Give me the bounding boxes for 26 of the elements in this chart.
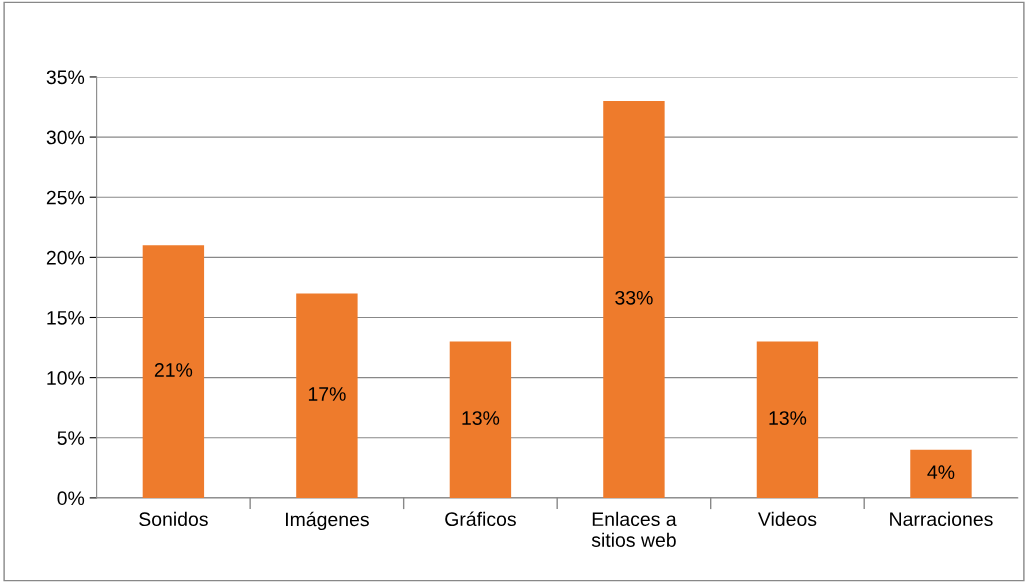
data-label: 33% (615, 290, 653, 305)
x-tick-label: Narraciones (890, 511, 993, 527)
y-tick-label: 30% (46, 130, 85, 145)
bar (756, 341, 819, 498)
data-label: 13% (462, 411, 500, 425)
x-tick-label: Imágenes (286, 511, 369, 531)
y-tick-label: 20% (46, 250, 85, 265)
bar (910, 449, 972, 498)
x-tick-label: Gráficos (445, 511, 516, 527)
x-tick-label: Sonidos (139, 511, 208, 527)
x-tick-label: Videos (757, 511, 817, 527)
y-tick-label: 25% (46, 190, 85, 205)
y-tick-label: 15% (47, 311, 85, 325)
y-tick-label: 0% (57, 491, 85, 506)
data-label: 13% (769, 411, 807, 425)
y-tick-label: 10% (47, 371, 85, 385)
x-tick-label: Enlaces a sitios web (591, 511, 677, 547)
bar (142, 245, 205, 498)
data-label: 4% (927, 465, 955, 479)
bar (449, 341, 512, 498)
y-tick-label: 5% (57, 431, 85, 445)
data-label: 17% (308, 387, 346, 401)
y-tick-label: 35% (46, 70, 85, 85)
data-label: 21% (154, 363, 193, 377)
bar (296, 293, 358, 498)
bar (603, 101, 665, 498)
